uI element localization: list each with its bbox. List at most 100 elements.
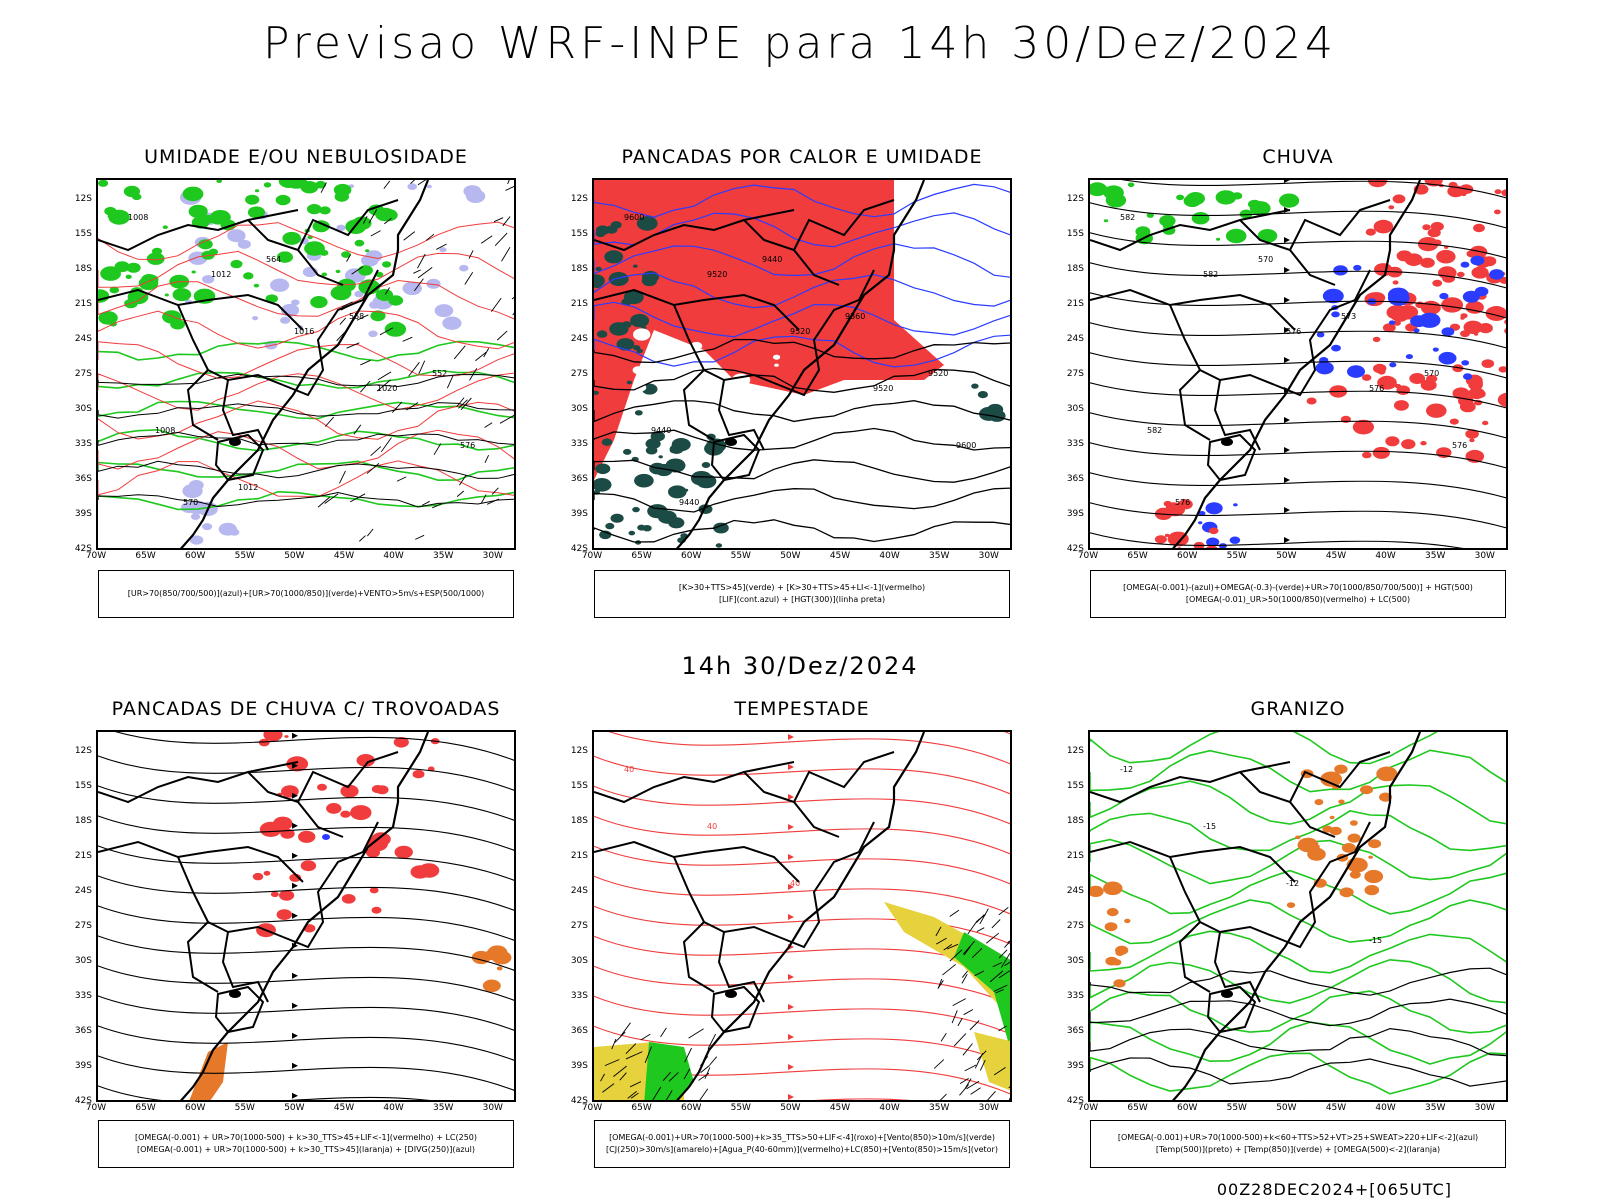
rain-omega-area <box>1205 545 1218 548</box>
temp850-contour <box>1090 1052 1506 1095</box>
streamline-arrow <box>292 852 298 859</box>
thunder-area <box>279 890 295 901</box>
wind-vector <box>966 1080 980 1090</box>
wind-vector <box>998 907 1009 916</box>
convective-area <box>634 473 654 488</box>
panel-title: PANCADAS POR CALOR E UMIDADE <box>621 146 983 168</box>
wind-vector <box>700 1065 710 1073</box>
lon-tick-label: 70W <box>581 1103 603 1113</box>
rain-omega-area <box>1373 363 1387 374</box>
contour-label: 40 <box>790 879 800 888</box>
state-border <box>1213 931 1261 1003</box>
wind-vector <box>480 235 493 244</box>
rain-omega-area <box>1478 323 1493 334</box>
rain-omega-area <box>1469 438 1475 443</box>
rain-omega-blue <box>1205 502 1223 515</box>
contour-label: 582 <box>1120 213 1135 222</box>
humidity-high-levels <box>407 183 418 190</box>
humidity-low-levels <box>100 266 121 281</box>
humidity-low-levels <box>114 261 130 273</box>
rain-omega-blue <box>1353 264 1362 271</box>
lat-tick-label: 42S <box>1066 544 1084 554</box>
contour-label: -12 <box>1120 765 1133 774</box>
streamline <box>1090 412 1506 439</box>
lat-tick-label: 30S <box>570 404 588 414</box>
wind-vector <box>971 947 983 959</box>
rain-omega-green <box>1248 199 1261 209</box>
humidity-high-levels <box>368 330 378 338</box>
lat-tick-label: 24S <box>74 886 92 896</box>
rain-omega-area <box>1362 451 1372 459</box>
map-canvas: 1008 1012 1016 1020 576 570 564 558 552 1008 1012 <box>98 180 514 548</box>
state-border <box>1289 751 1391 803</box>
state-border <box>682 369 715 441</box>
contour-label: 552 <box>432 369 447 378</box>
convective-area <box>987 403 1004 416</box>
uruguay-border <box>1206 985 1257 1034</box>
wind-vector <box>976 927 985 933</box>
convective-area <box>623 290 644 305</box>
humidity-low-levels <box>247 206 266 219</box>
lon-tick-label: 45W <box>829 1103 851 1113</box>
convective-area <box>658 455 663 459</box>
low-level-streamline-arrow <box>788 794 794 800</box>
rain-omega-blue <box>1439 292 1449 300</box>
lat-tick-label: 30S <box>570 956 588 966</box>
humidity-low-levels <box>375 289 394 301</box>
contour-label: 582 <box>1147 426 1162 435</box>
humidity-low-levels <box>102 316 110 322</box>
streamline-arrow <box>292 882 298 889</box>
streamline <box>1090 502 1506 529</box>
lat-tick-label: 24S <box>570 334 588 344</box>
state-border <box>594 840 800 883</box>
map-canvas: 9600 9520 9520 9520 9600 9440 9440 9360 9520 9440 <box>594 180 1010 548</box>
rain-omega-green <box>1103 185 1124 200</box>
low-level-streamline <box>594 785 1010 825</box>
wind-vector <box>475 351 487 362</box>
contour-label: 1020 <box>377 384 397 393</box>
hgt300-contour <box>594 427 1010 451</box>
wind-vector <box>959 1084 970 1096</box>
omega500-area <box>1368 839 1382 849</box>
wind-vector <box>625 1043 637 1055</box>
rain-omega-area <box>1377 375 1397 390</box>
wind-vector <box>458 399 468 409</box>
humidity-low-levels <box>162 225 168 229</box>
convective-area <box>630 313 650 328</box>
clear-area <box>661 345 676 356</box>
temp850-contour <box>1090 838 1506 885</box>
low-level-streamline <box>594 815 1010 855</box>
contour-label: 564 <box>266 255 281 264</box>
streamline <box>1090 352 1506 379</box>
thunder-area <box>252 872 264 881</box>
wind-vector <box>484 422 493 428</box>
humidity-high-levels <box>354 290 364 298</box>
wind-vector <box>480 494 487 504</box>
state-border <box>1213 379 1261 451</box>
humidity-low-levels <box>170 319 185 330</box>
humidity-low-levels <box>384 321 407 337</box>
rain-omega-blue <box>1410 315 1428 328</box>
lat-tick-label: 39S <box>570 509 588 519</box>
streamline-arrow <box>1284 357 1290 363</box>
rain-omega-area <box>1163 500 1172 507</box>
lat-tick-label: 18S <box>570 264 588 274</box>
rain-omega-area <box>1372 336 1381 343</box>
lat-tick-label: 21S <box>74 299 92 309</box>
convective-area <box>604 250 624 264</box>
streamline <box>98 1025 514 1062</box>
humidity-low-levels <box>230 259 243 269</box>
wind-vector <box>962 1043 973 1056</box>
wind-vector <box>967 919 978 935</box>
humidity-high-levels <box>270 278 290 292</box>
rain-omega-blue <box>1316 332 1325 338</box>
humidity-low-levels <box>330 285 352 301</box>
humidity-low-levels <box>382 261 392 268</box>
humidity-low-levels <box>164 293 169 297</box>
wind-vector <box>992 962 1003 968</box>
streamline-arrow <box>292 762 298 769</box>
wind-vector <box>414 278 424 292</box>
lon-tick-label: 35W <box>1425 1103 1446 1113</box>
state-border <box>186 921 219 993</box>
convective-area <box>609 322 629 336</box>
